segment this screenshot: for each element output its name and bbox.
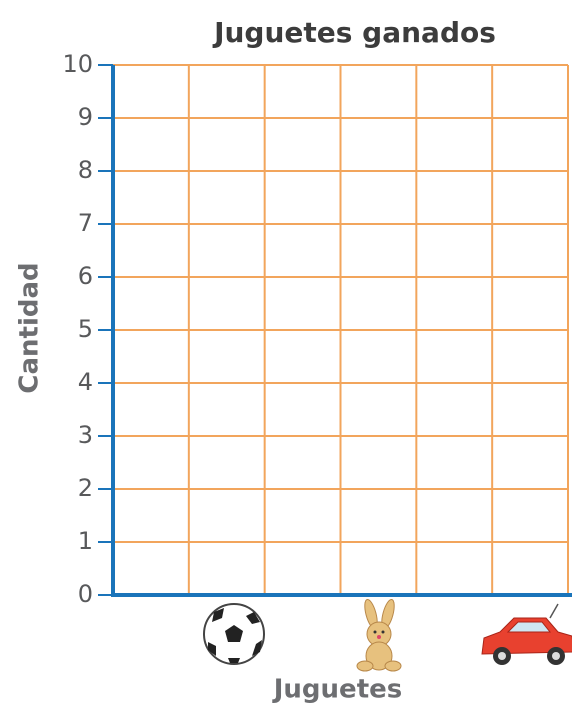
y-tick-label: 5 <box>78 315 93 343</box>
car-icon <box>481 603 572 665</box>
y-tick-label: 10 <box>62 50 93 78</box>
x-axis-label: Juguetes <box>272 675 402 705</box>
y-tick-label: 0 <box>78 580 93 608</box>
chart-title: Juguetes ganados <box>212 16 496 49</box>
ball-icon <box>203 603 265 665</box>
y-tick-label: 8 <box>78 156 93 184</box>
grid <box>113 64 569 596</box>
y-tick-label: 1 <box>78 527 93 555</box>
y-tick-label: 4 <box>78 368 93 396</box>
y-tick-label: 3 <box>78 421 93 449</box>
y-tick-label: 6 <box>78 262 93 290</box>
y-tick-label: 9 <box>78 103 93 131</box>
y-tick-label: 7 <box>78 209 93 237</box>
y-tick-label: 2 <box>78 474 93 502</box>
y-axis-label: Cantidad <box>15 262 45 393</box>
bunny-icon <box>356 598 402 672</box>
